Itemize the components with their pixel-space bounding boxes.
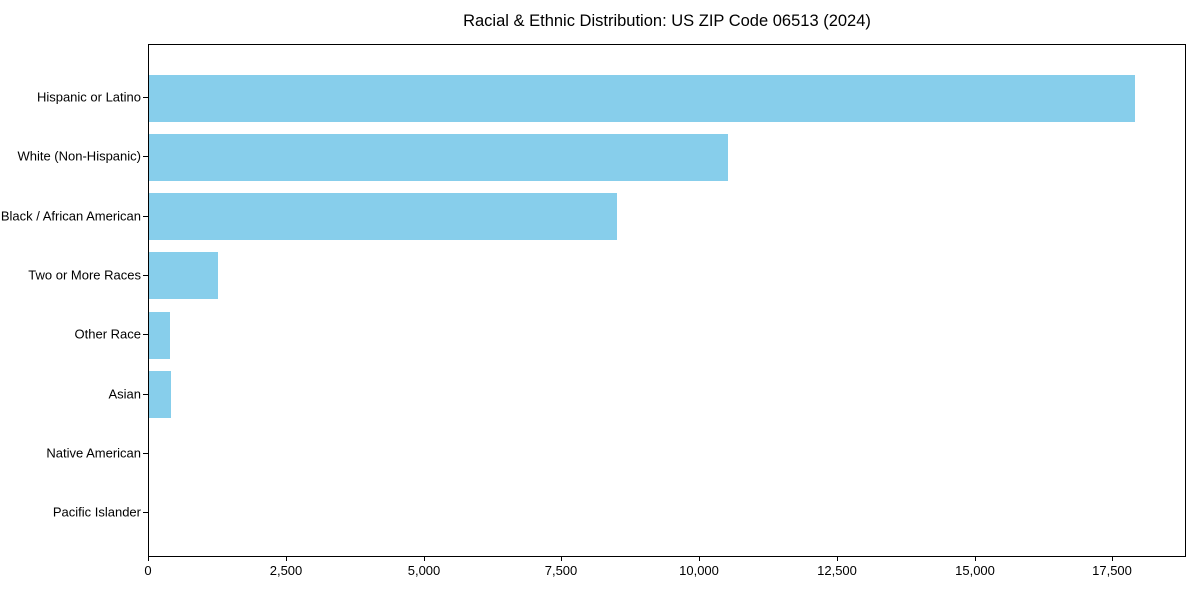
y-tick-mark — [143, 393, 148, 395]
y-tick-label-native-american: Native American — [46, 445, 141, 461]
y-tick-label-white-non-hispanic: White (Non-Hispanic) — [17, 148, 141, 164]
x-tick-label-17500: 17,500 — [1092, 563, 1132, 578]
bar-other-race — [149, 311, 170, 359]
bar-two-or-more-races — [149, 252, 218, 300]
x-tick-mark — [975, 557, 976, 561]
bar-hispanic-or-latino — [149, 74, 1135, 122]
bar-black-african-american — [149, 193, 617, 241]
x-tick-mark — [1112, 557, 1113, 561]
y-tick-label-black-african-american: Black / African American — [0, 208, 141, 224]
bar-asian — [149, 371, 171, 418]
y-tick-mark — [143, 512, 148, 514]
y-tick-mark — [143, 334, 148, 336]
x-tick-mark — [837, 557, 838, 561]
y-tick-label-hispanic-or-latino: Hispanic or Latino — [36, 89, 141, 105]
x-tick-label-15000: 15,000 — [955, 563, 995, 578]
x-tick-mark — [424, 557, 425, 561]
bar-white-non-hispanic — [149, 133, 728, 181]
y-tick-label-two-or-more-races: Two or More Races — [28, 267, 141, 283]
chart-title: Racial & Ethnic Distribution: US ZIP Cod… — [463, 12, 871, 30]
x-tick-label-10000: 10,000 — [679, 563, 719, 578]
y-axis-labels: Hispanic or Latino White (Non-Hispanic) Bl… — [0, 44, 148, 557]
y-tick-mark — [143, 274, 148, 276]
x-tick-label-0: 0 — [144, 563, 152, 578]
x-tick-mark — [286, 557, 287, 561]
plot-area — [148, 44, 1186, 557]
y-tick-label-pacific-islander: Pacific Islander — [52, 504, 141, 520]
x-tick-label-12500: 12,500 — [817, 563, 857, 578]
y-tick-mark — [143, 215, 148, 217]
x-tick-label-5000: 5,000 — [407, 563, 441, 578]
x-tick-label-2500: 2,500 — [269, 563, 303, 578]
x-tick-mark — [148, 557, 149, 561]
x-tick-label-7500: 7,500 — [544, 563, 578, 578]
x-tick-mark — [699, 557, 700, 561]
y-tick-mark — [143, 97, 148, 98]
y-tick-label-other-race: Other Race — [74, 326, 141, 342]
x-tick-mark — [561, 557, 562, 561]
y-tick-mark — [143, 452, 148, 454]
y-tick-label-asian: Asian — [108, 386, 141, 401]
y-tick-mark — [143, 156, 148, 158]
